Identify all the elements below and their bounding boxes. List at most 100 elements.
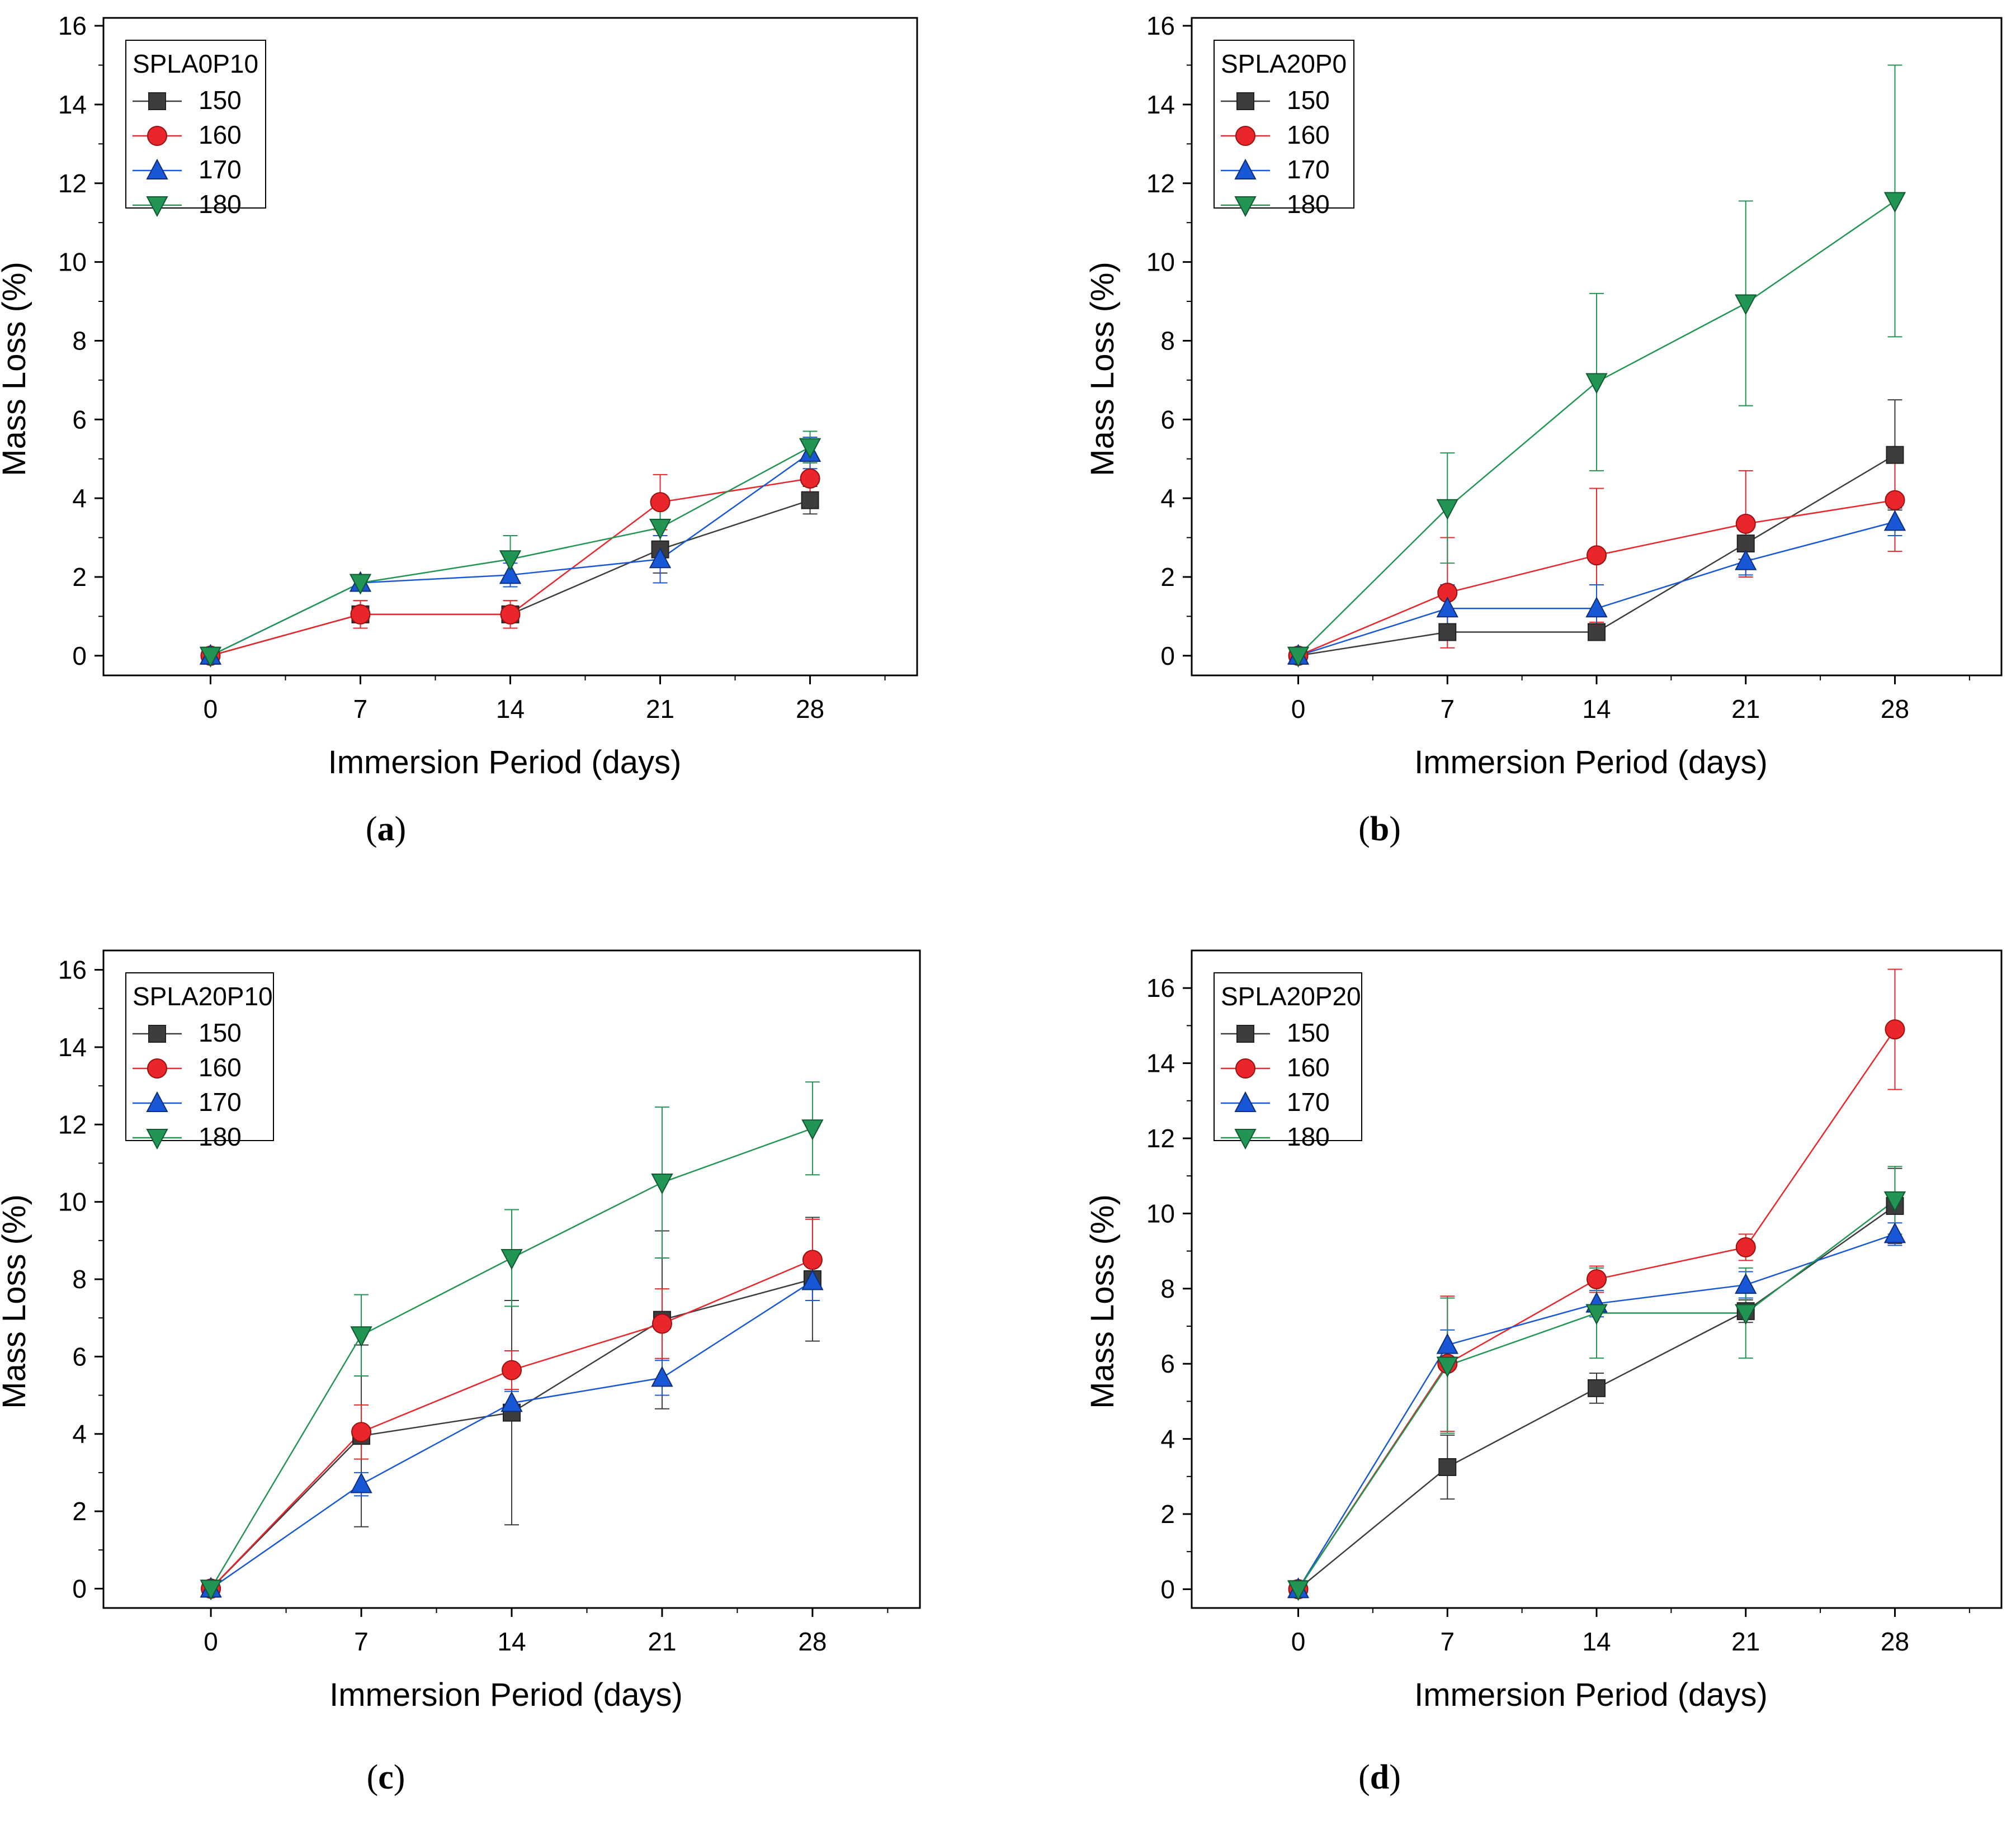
legend-title: SPLA20P10 xyxy=(133,982,273,1011)
y-tick-label: 14 xyxy=(1146,1049,1175,1078)
legend-marker xyxy=(146,1129,168,1150)
x-tick-label: 7 xyxy=(354,1627,369,1656)
panel-caption-letter: d xyxy=(1370,1758,1390,1796)
legend-label: 160 xyxy=(1287,120,1330,149)
y-tick-label: 12 xyxy=(58,1110,87,1139)
legend-box xyxy=(1214,972,1362,1141)
x-axis-label: Immersion Period (days) xyxy=(1414,1677,1768,1713)
data-point xyxy=(1735,513,1756,534)
data-point xyxy=(1885,1019,1905,1040)
legend-marker xyxy=(1234,1129,1257,1150)
data-point xyxy=(1883,192,1906,213)
legend-label: 180 xyxy=(1287,190,1330,219)
x-tick-label: 21 xyxy=(648,1627,676,1656)
data-point xyxy=(1588,623,1606,641)
x-tick-label: 21 xyxy=(646,694,674,723)
legend-marker xyxy=(1234,1091,1257,1112)
data-point xyxy=(350,1472,372,1493)
data-point xyxy=(799,438,821,459)
legend-label: 150 xyxy=(199,86,242,115)
y-tick-label: 6 xyxy=(72,405,87,434)
data-point xyxy=(1735,1273,1757,1294)
y-tick-label: 14 xyxy=(1146,90,1175,119)
x-tick-label: 21 xyxy=(1731,1627,1760,1656)
data-point xyxy=(1587,545,1607,566)
x-axis-label: Immersion Period (days) xyxy=(328,744,682,781)
legend-box xyxy=(1214,40,1354,209)
x-tick-label: 21 xyxy=(1731,694,1760,723)
data-point xyxy=(351,1422,372,1442)
data-point xyxy=(1588,1379,1606,1397)
panel-caption-letter: b xyxy=(1370,810,1390,848)
x-tick-label: 14 xyxy=(497,1627,526,1656)
data-point xyxy=(651,1366,673,1387)
data-point xyxy=(1886,446,1904,464)
x-tick-label: 28 xyxy=(1881,694,1909,723)
data-point xyxy=(1736,535,1755,553)
data-point xyxy=(1438,1458,1457,1476)
x-tick-label: 28 xyxy=(1881,1627,1909,1656)
legend-marker xyxy=(1235,1058,1255,1079)
x-tick-label: 0 xyxy=(204,1627,218,1656)
data-point xyxy=(501,1391,523,1412)
y-tick-label: 0 xyxy=(1160,641,1175,670)
data-point xyxy=(500,604,521,625)
x-tick-label: 28 xyxy=(798,1627,827,1656)
panel-caption-letter: c xyxy=(378,1758,394,1796)
legend-marker xyxy=(1235,126,1255,146)
y-tick-label: 10 xyxy=(1146,1199,1175,1228)
legend-marker xyxy=(148,1025,166,1043)
x-tick-label: 7 xyxy=(1440,694,1455,723)
panel-caption: (d) xyxy=(1358,1758,1401,1796)
legend-box xyxy=(125,40,266,209)
data-point xyxy=(801,1119,824,1141)
legend-box xyxy=(125,972,274,1141)
y-tick-label: 0 xyxy=(1160,1574,1175,1604)
panel-caption-letter: a xyxy=(377,810,395,848)
x-tick-label: 0 xyxy=(1291,694,1306,723)
data-point xyxy=(1287,646,1310,668)
y-tick-label: 2 xyxy=(1160,1500,1175,1529)
panel-caption: (b) xyxy=(1358,810,1401,848)
y-tick-label: 12 xyxy=(1146,1124,1175,1153)
legend-marker xyxy=(1234,158,1257,179)
x-tick-label: 14 xyxy=(1582,694,1611,723)
data-point xyxy=(499,563,522,584)
data-point xyxy=(1883,1222,1906,1243)
y-tick-label: 8 xyxy=(1160,326,1175,355)
legend-label: 180 xyxy=(199,1122,242,1151)
data-point xyxy=(1436,597,1458,618)
y-tick-label: 10 xyxy=(1146,248,1175,277)
y-tick-label: 12 xyxy=(1146,169,1175,198)
data-point xyxy=(802,1250,823,1270)
y-tick-label: 16 xyxy=(1146,11,1175,40)
legend-title: SPLA20P0 xyxy=(1221,49,1347,78)
y-tick-label: 4 xyxy=(72,484,87,513)
data-point xyxy=(1438,623,1457,641)
y-tick-label: 8 xyxy=(72,326,87,355)
data-point xyxy=(1436,1333,1458,1354)
legend-label: 160 xyxy=(199,1053,242,1082)
y-tick-label: 6 xyxy=(72,1342,87,1371)
legend-label: 150 xyxy=(199,1018,242,1047)
chart-panel-a: 0 2 4 6 8 10 12 14 16 0 7 14 21 28 Immersion Period (d… xyxy=(0,0,1008,910)
data-point xyxy=(1735,294,1757,315)
legend-label: 180 xyxy=(199,190,242,219)
legend-marker xyxy=(147,126,167,146)
data-point xyxy=(651,1174,673,1195)
y-tick-label: 16 xyxy=(1146,973,1175,1002)
data-point xyxy=(1735,549,1757,570)
legend-label: 150 xyxy=(1287,86,1330,115)
data-point xyxy=(1585,373,1608,394)
legend-label: 180 xyxy=(1287,1122,1330,1151)
legend-label: 160 xyxy=(1287,1053,1330,1082)
legend-marker xyxy=(146,196,168,217)
y-tick-label: 6 xyxy=(1160,1349,1175,1378)
chart-panel-c: 0 2 4 6 8 10 12 14 16 0 7 14 21 28 Immersion Period (d… xyxy=(0,910,1008,1820)
x-tick-label: 28 xyxy=(796,694,824,723)
y-tick-label: 12 xyxy=(58,169,87,198)
chart-panel-d: 0 2 4 6 8 10 12 14 16 0 7 14 21 28 Immersion Period (d… xyxy=(1008,910,2015,1820)
